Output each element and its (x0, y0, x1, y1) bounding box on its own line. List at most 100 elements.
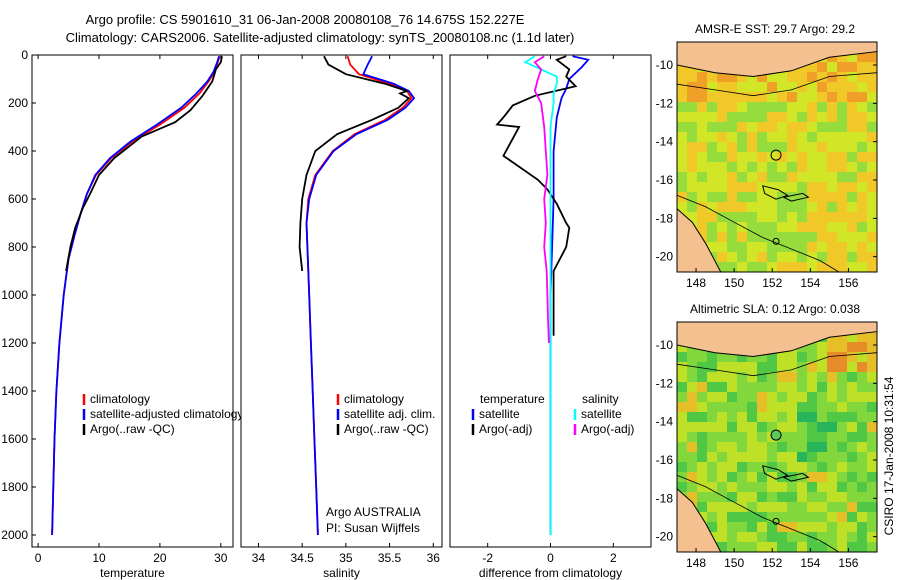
grid-cell (697, 172, 707, 182)
grid-cell (827, 402, 837, 412)
x-tick-label: 0 (547, 551, 554, 565)
grid-cell (737, 412, 747, 422)
grid-cell (837, 492, 847, 502)
grid-cell (837, 522, 847, 532)
grid-cell (837, 402, 847, 412)
reef-outline (782, 192, 810, 202)
grid-cell (757, 152, 767, 162)
reef-outline (782, 472, 810, 482)
grid-cell (787, 132, 797, 142)
grid-cell (847, 492, 857, 502)
grid-cell (837, 482, 847, 492)
grid-cell (837, 52, 847, 62)
grid-cell (717, 212, 727, 222)
grid-cell (817, 142, 827, 152)
grid-cell (737, 112, 747, 122)
grid-cell (857, 462, 867, 472)
grid-cell (777, 152, 787, 162)
grid-cell (677, 202, 687, 212)
grid-cell (717, 492, 727, 502)
credit-line-1: Argo AUSTRALIA (326, 505, 421, 519)
grid-cell (677, 142, 687, 152)
series-line (305, 55, 416, 536)
grid-cell (737, 152, 747, 162)
grid-cell (797, 442, 807, 452)
reef-outline (762, 185, 789, 200)
grid-cell (717, 162, 727, 172)
grid-cell (697, 72, 707, 82)
grid-cell (807, 472, 817, 482)
grid-cell (727, 152, 737, 162)
x-tick-label: 30 (214, 551, 228, 565)
grid-cell (737, 482, 747, 492)
grid-cell (797, 252, 807, 262)
grid-cell (867, 122, 877, 132)
grid-cell (747, 502, 757, 512)
grid-cell (817, 172, 827, 182)
grid-cell (687, 72, 697, 82)
grid-cell (867, 92, 877, 102)
grid-cell (677, 372, 687, 382)
grid-cell (777, 122, 787, 132)
grid-cell (707, 482, 717, 492)
grid-cell (747, 372, 757, 382)
header-line-1: Argo profile: CS 5901610_31 06-Jan-2008 … (86, 12, 525, 27)
grid-cell (737, 72, 747, 82)
grid-cell (837, 102, 847, 112)
grid-cell (857, 182, 867, 192)
grid-cell (767, 212, 777, 222)
x-axis-label: salinity (323, 566, 360, 580)
grid-cell (737, 232, 747, 242)
grid-cell (867, 72, 877, 82)
grid-cell (727, 472, 737, 482)
grid-cell (827, 252, 837, 262)
grid-cell (797, 222, 807, 232)
grid-cell (727, 362, 737, 372)
grid-cell (707, 112, 717, 122)
grid-cell (787, 432, 797, 442)
grid-cell (857, 452, 867, 462)
grid-cell (847, 352, 857, 362)
grid-cell (707, 452, 717, 462)
grid-cell (737, 432, 747, 442)
x-tick-label: 156 (838, 276, 858, 290)
grid-cell (727, 202, 737, 212)
grid-cell (857, 362, 867, 372)
grid-cell (687, 462, 697, 472)
grid-cell (767, 262, 777, 272)
grid-cell (867, 252, 877, 262)
grid-cell (717, 442, 727, 452)
y-tick-label: 200 (8, 96, 28, 110)
grid-cell (847, 82, 857, 92)
grid-cell (807, 362, 817, 372)
grid-cell (817, 152, 827, 162)
grid-cell (847, 442, 857, 452)
grid-cell (837, 92, 847, 102)
grid-cell (807, 462, 817, 472)
grid-cell (767, 92, 777, 102)
grid-cell (707, 512, 717, 522)
grid-cell (837, 332, 847, 342)
grid-cell (787, 542, 797, 552)
grid-cell (757, 122, 767, 132)
grid-cell (687, 172, 697, 182)
grid-cell (817, 512, 827, 522)
grid-cell (807, 142, 817, 152)
grid-cell (797, 212, 807, 222)
grid-cell (687, 412, 697, 422)
grid-cell (807, 132, 817, 142)
grid-cell (847, 202, 857, 212)
grid-cell (717, 522, 727, 532)
grid-cell (757, 92, 767, 102)
grid-cell (707, 362, 717, 372)
grid-cell (797, 532, 807, 542)
grid-cell (747, 72, 757, 82)
grid-cell (817, 112, 827, 122)
grid-cell (817, 532, 827, 542)
grid-cell (717, 352, 727, 362)
grid-cell (797, 472, 807, 482)
grid-cell (807, 112, 817, 122)
grid-cell (807, 222, 817, 232)
grid-cell (827, 262, 837, 272)
grid-cell (697, 92, 707, 102)
